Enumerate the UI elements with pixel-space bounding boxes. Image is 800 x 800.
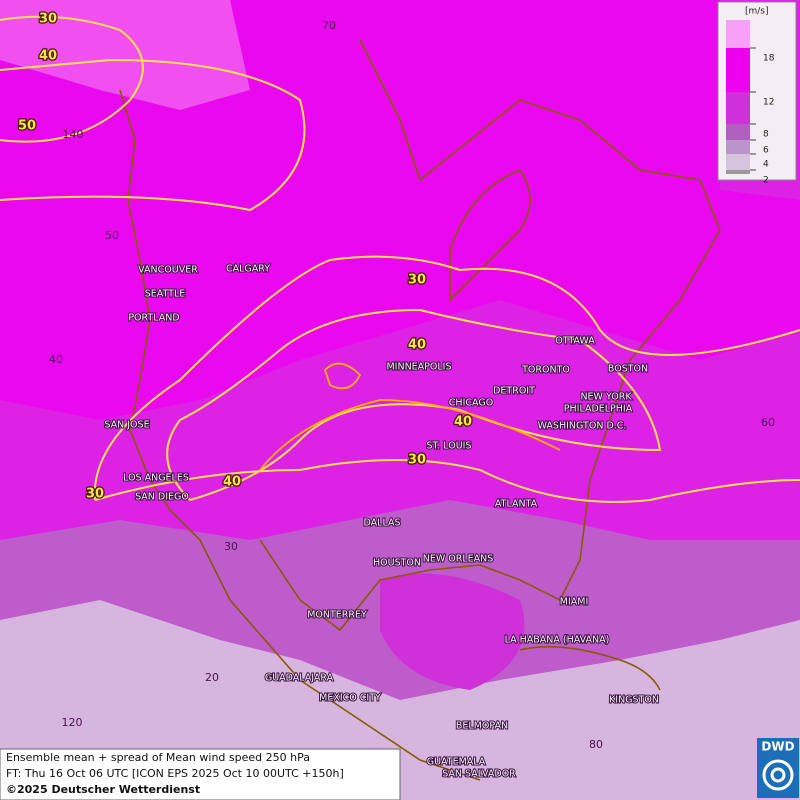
graticule-label: 120 [62,716,83,729]
city-label: ATLANTA [495,499,538,510]
legend-swatch [726,140,750,154]
city-label: CALGARY [226,264,270,275]
city-label: TORONTO [521,365,570,376]
city-label: KINGSTON [609,695,659,706]
legend-swatch [726,124,750,140]
footer-copyright: ©2025 Deutscher Wetterdienst [6,783,200,796]
city-label: BELMOPAN [456,721,508,732]
city-label: HOUSTON [373,558,421,569]
city-label: BOSTON [608,364,648,375]
contour-label: 30 [86,487,104,502]
contour-label: 50 [18,119,36,134]
jet-core [0,0,250,110]
contour-label: 30 [39,12,57,27]
city-label: DETROIT [493,386,535,397]
city-label: SAN DIEGO [135,492,189,503]
legend-unit: [m/s] [745,7,769,17]
city-label: MEXICO CITY [319,693,381,704]
footer-box [0,748,401,800]
contour-label: 40 [408,338,426,353]
city-label: WASHINGTON D.C. [538,421,627,432]
legend-swatch [726,48,750,92]
graticule-label: 60 [761,416,775,429]
graticule-label: 70 [322,19,336,32]
legend-tick-label: 18 [763,54,775,64]
legend-tick-label: 8 [763,130,769,140]
isotach-40 [259,362,561,471]
strong-wind-region [0,0,800,420]
legend: [m/s] [717,1,797,181]
city-label: SAN JOSE [104,420,149,431]
city-label: NEW ORLEANS [423,554,494,565]
legend-tick-label: 6 [763,146,769,156]
graticule-label: 50 [105,229,119,242]
contour-label: 30 [408,273,426,288]
logo-text: DWD [761,740,794,754]
city-label: SAN SALVADOR [442,769,516,780]
graticule-label: 30 [224,540,238,553]
isotachs [0,15,800,503]
city-label: OTTAWA [555,336,595,347]
coastlines [119,39,721,781]
city-label: MONTERREY [307,610,367,621]
city-label: PORTLAND [128,313,179,324]
legend-swatch [726,20,750,48]
footer-title: Ensemble mean + spread of Mean wind spee… [6,751,310,764]
city-label: VANCOUVER [138,265,198,276]
graticule-label: 40 [49,353,63,366]
city-label: LA HABANA (HAVANA) [505,635,610,646]
graticule-label: 80 [589,738,603,751]
city-label: PHILADELPHIA [564,404,633,415]
legend-swatch [726,154,750,170]
city-label: CHICAGO [449,398,493,409]
contour-label: 40 [454,415,472,430]
legend-tick-label: 12 [763,98,774,108]
city-label: LOS ANGELES [123,473,189,484]
logo-icon [762,759,794,791]
legend-tick-label: 2 [763,176,769,186]
city-label: MINNEAPOLIS [386,362,451,373]
city-label: ST. LOUIS [427,441,472,452]
gulf-wind-cell [380,573,525,690]
contour-label: 40 [39,49,57,64]
logo-icon [770,767,786,783]
graticule-label: 20 [205,671,219,684]
city-label: MIAMI [560,597,589,608]
contour-label: 40 [223,475,241,490]
city-label: SEATTLE [145,289,186,300]
city-label: GUATEMALA [427,757,486,768]
legend-tick-label: 4 [763,160,769,170]
city-label: DALLAS [364,518,401,529]
legend-swatch [726,92,750,124]
city-label: NEW YORK [580,392,632,403]
city-label: GUADALAJARA [265,673,334,684]
contour-label: 30 [408,453,426,468]
footer-forecast: FT: Thu 16 Oct 06 UTC [ICON EPS 2025 Oct… [6,767,344,780]
graticule-label: 140 [63,128,84,141]
legend-swatch [726,170,750,174]
